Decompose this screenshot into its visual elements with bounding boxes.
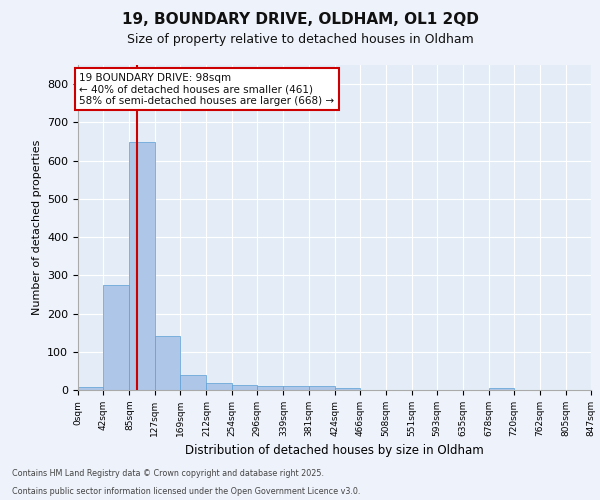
Bar <box>130 142 155 390</box>
Bar <box>155 336 181 390</box>
Bar <box>181 376 206 390</box>
Bar <box>283 386 309 390</box>
Text: 19 BOUNDARY DRIVE: 98sqm
← 40% of detached houses are smaller (461)
58% of semi-: 19 BOUNDARY DRIVE: 98sqm ← 40% of detach… <box>79 72 334 106</box>
Bar <box>257 386 283 390</box>
Bar <box>103 285 130 390</box>
Y-axis label: Number of detached properties: Number of detached properties <box>32 140 41 315</box>
Bar <box>206 383 232 390</box>
Text: Contains public sector information licensed under the Open Government Licence v3: Contains public sector information licen… <box>12 487 361 496</box>
X-axis label: Distribution of detached houses by size in Oldham: Distribution of detached houses by size … <box>185 444 484 458</box>
Text: Contains HM Land Registry data © Crown copyright and database right 2025.: Contains HM Land Registry data © Crown c… <box>12 468 324 477</box>
Bar <box>309 386 335 390</box>
Bar <box>78 388 103 390</box>
Bar <box>232 385 257 390</box>
Bar <box>335 388 360 390</box>
Text: Size of property relative to detached houses in Oldham: Size of property relative to detached ho… <box>127 32 473 46</box>
Bar <box>488 388 514 390</box>
Text: 19, BOUNDARY DRIVE, OLDHAM, OL1 2QD: 19, BOUNDARY DRIVE, OLDHAM, OL1 2QD <box>122 12 478 28</box>
